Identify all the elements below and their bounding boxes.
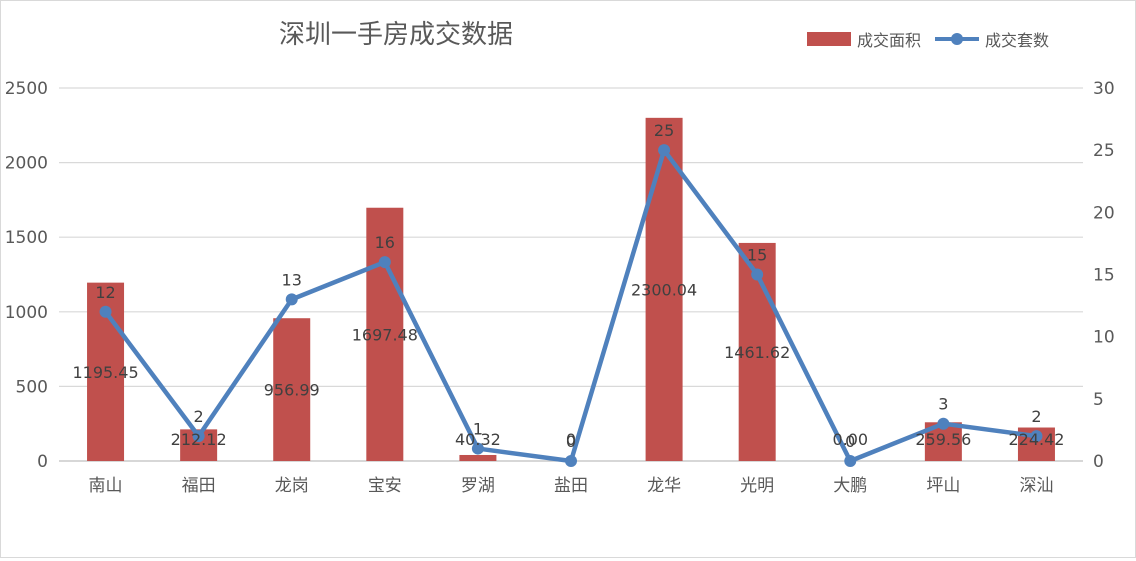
x-category-label: 大鹏 [833, 476, 867, 496]
legend: 成交面积 成交套数 [807, 31, 1049, 50]
bar-data-label: 2300.04 [631, 280, 697, 299]
x-category-label: 罗湖 [461, 476, 495, 496]
legend-bar-swatch [807, 32, 851, 46]
bar-data-label: 1195.45 [72, 363, 138, 382]
bar [366, 207, 404, 461]
line-data-label: 16 [375, 233, 395, 252]
x-category-label: 龙岗 [275, 476, 309, 496]
y-left-tick-label: 1500 [5, 228, 48, 248]
line-point [378, 256, 391, 269]
bar-data-label: 1461.62 [724, 343, 790, 362]
legend-bar-label: 成交面积 [857, 31, 921, 50]
x-category-label: 盐田 [554, 476, 588, 496]
x-category-label: 龙华 [647, 476, 681, 496]
line-data-label: 3 [938, 395, 948, 414]
series-line [103, 147, 1037, 464]
line-data-label: 15 [747, 246, 767, 265]
y-right-tick-label: 20 [1093, 203, 1115, 223]
line-data-label: 12 [95, 283, 115, 302]
line-series [99, 144, 1043, 467]
bar [645, 117, 683, 461]
line-data-label: 1 [473, 420, 483, 439]
line-point [565, 455, 577, 467]
line-data-label: 0 [566, 432, 576, 451]
x-category-label: 福田 [182, 476, 216, 496]
line-data-label: 25 [654, 121, 674, 140]
bar-data-label: 40.32 [455, 430, 501, 449]
line-data-label: 0 [845, 432, 855, 451]
x-category-label: 深汕 [1019, 476, 1053, 496]
line-point [99, 305, 112, 318]
bar-series [87, 117, 1055, 461]
y-left-tick-label: 1000 [5, 303, 48, 323]
legend-line-label: 成交套数 [985, 31, 1049, 50]
y-axis-right-ticks: 0 5 10 15 20 25 30 [1093, 79, 1115, 472]
y-right-tick-label: 30 [1093, 79, 1115, 99]
x-category-label: 宝安 [368, 476, 402, 496]
gridlines [59, 87, 1083, 462]
x-category-label: 光明 [740, 476, 774, 496]
bar-data-label: 1697.48 [352, 325, 418, 344]
x-axis-labels: 南山 福田 龙岗 宝安 罗湖 盐田 龙华 光明 大鹏 坪山 深汕 [89, 476, 1054, 496]
bar [459, 454, 497, 461]
bar-data-label: 212.12 [171, 430, 227, 449]
line-data-label: 2 [194, 407, 204, 426]
y-left-tick-label: 2000 [5, 154, 48, 174]
y-right-tick-label: 15 [1093, 266, 1115, 286]
line-data-label: 2 [1031, 407, 1041, 426]
bar-data-label: 224.42 [1008, 430, 1064, 449]
bar-data-label: 956.99 [264, 381, 320, 400]
x-category-label: 南山 [89, 476, 123, 496]
line-data-label: 13 [282, 270, 302, 289]
y-right-tick-label: 0 [1093, 452, 1104, 472]
y-axis-left-ticks: 0 500 1000 1500 2000 2500 [5, 79, 48, 472]
line-point [192, 430, 205, 443]
line-point [1030, 430, 1043, 443]
line-point [658, 144, 671, 157]
chart-title: 深圳一手房成交数据 [279, 20, 513, 50]
line-point [285, 293, 298, 306]
y-right-tick-label: 10 [1093, 328, 1115, 348]
y-right-tick-label: 25 [1093, 141, 1115, 161]
y-right-tick-label: 5 [1093, 390, 1104, 410]
x-category-label: 坪山 [926, 476, 960, 496]
y-left-tick-label: 0 [37, 452, 48, 472]
legend-line-marker [951, 33, 963, 45]
line-point [471, 442, 484, 455]
line-point [844, 455, 857, 467]
line-point [751, 268, 764, 281]
bar-data-label: 0 [566, 430, 576, 449]
data-labels: 1195.45 212.12 956.99 1697.48 40.32 0 2300.04 1… [72, 121, 1064, 451]
line-point [937, 417, 950, 430]
bar [273, 318, 311, 461]
bar-data-label: 259.56 [915, 430, 971, 449]
y-left-tick-label: 500 [16, 377, 48, 397]
bar-data-label: 0.00 [832, 430, 868, 449]
y-left-tick-label: 2500 [5, 79, 48, 99]
